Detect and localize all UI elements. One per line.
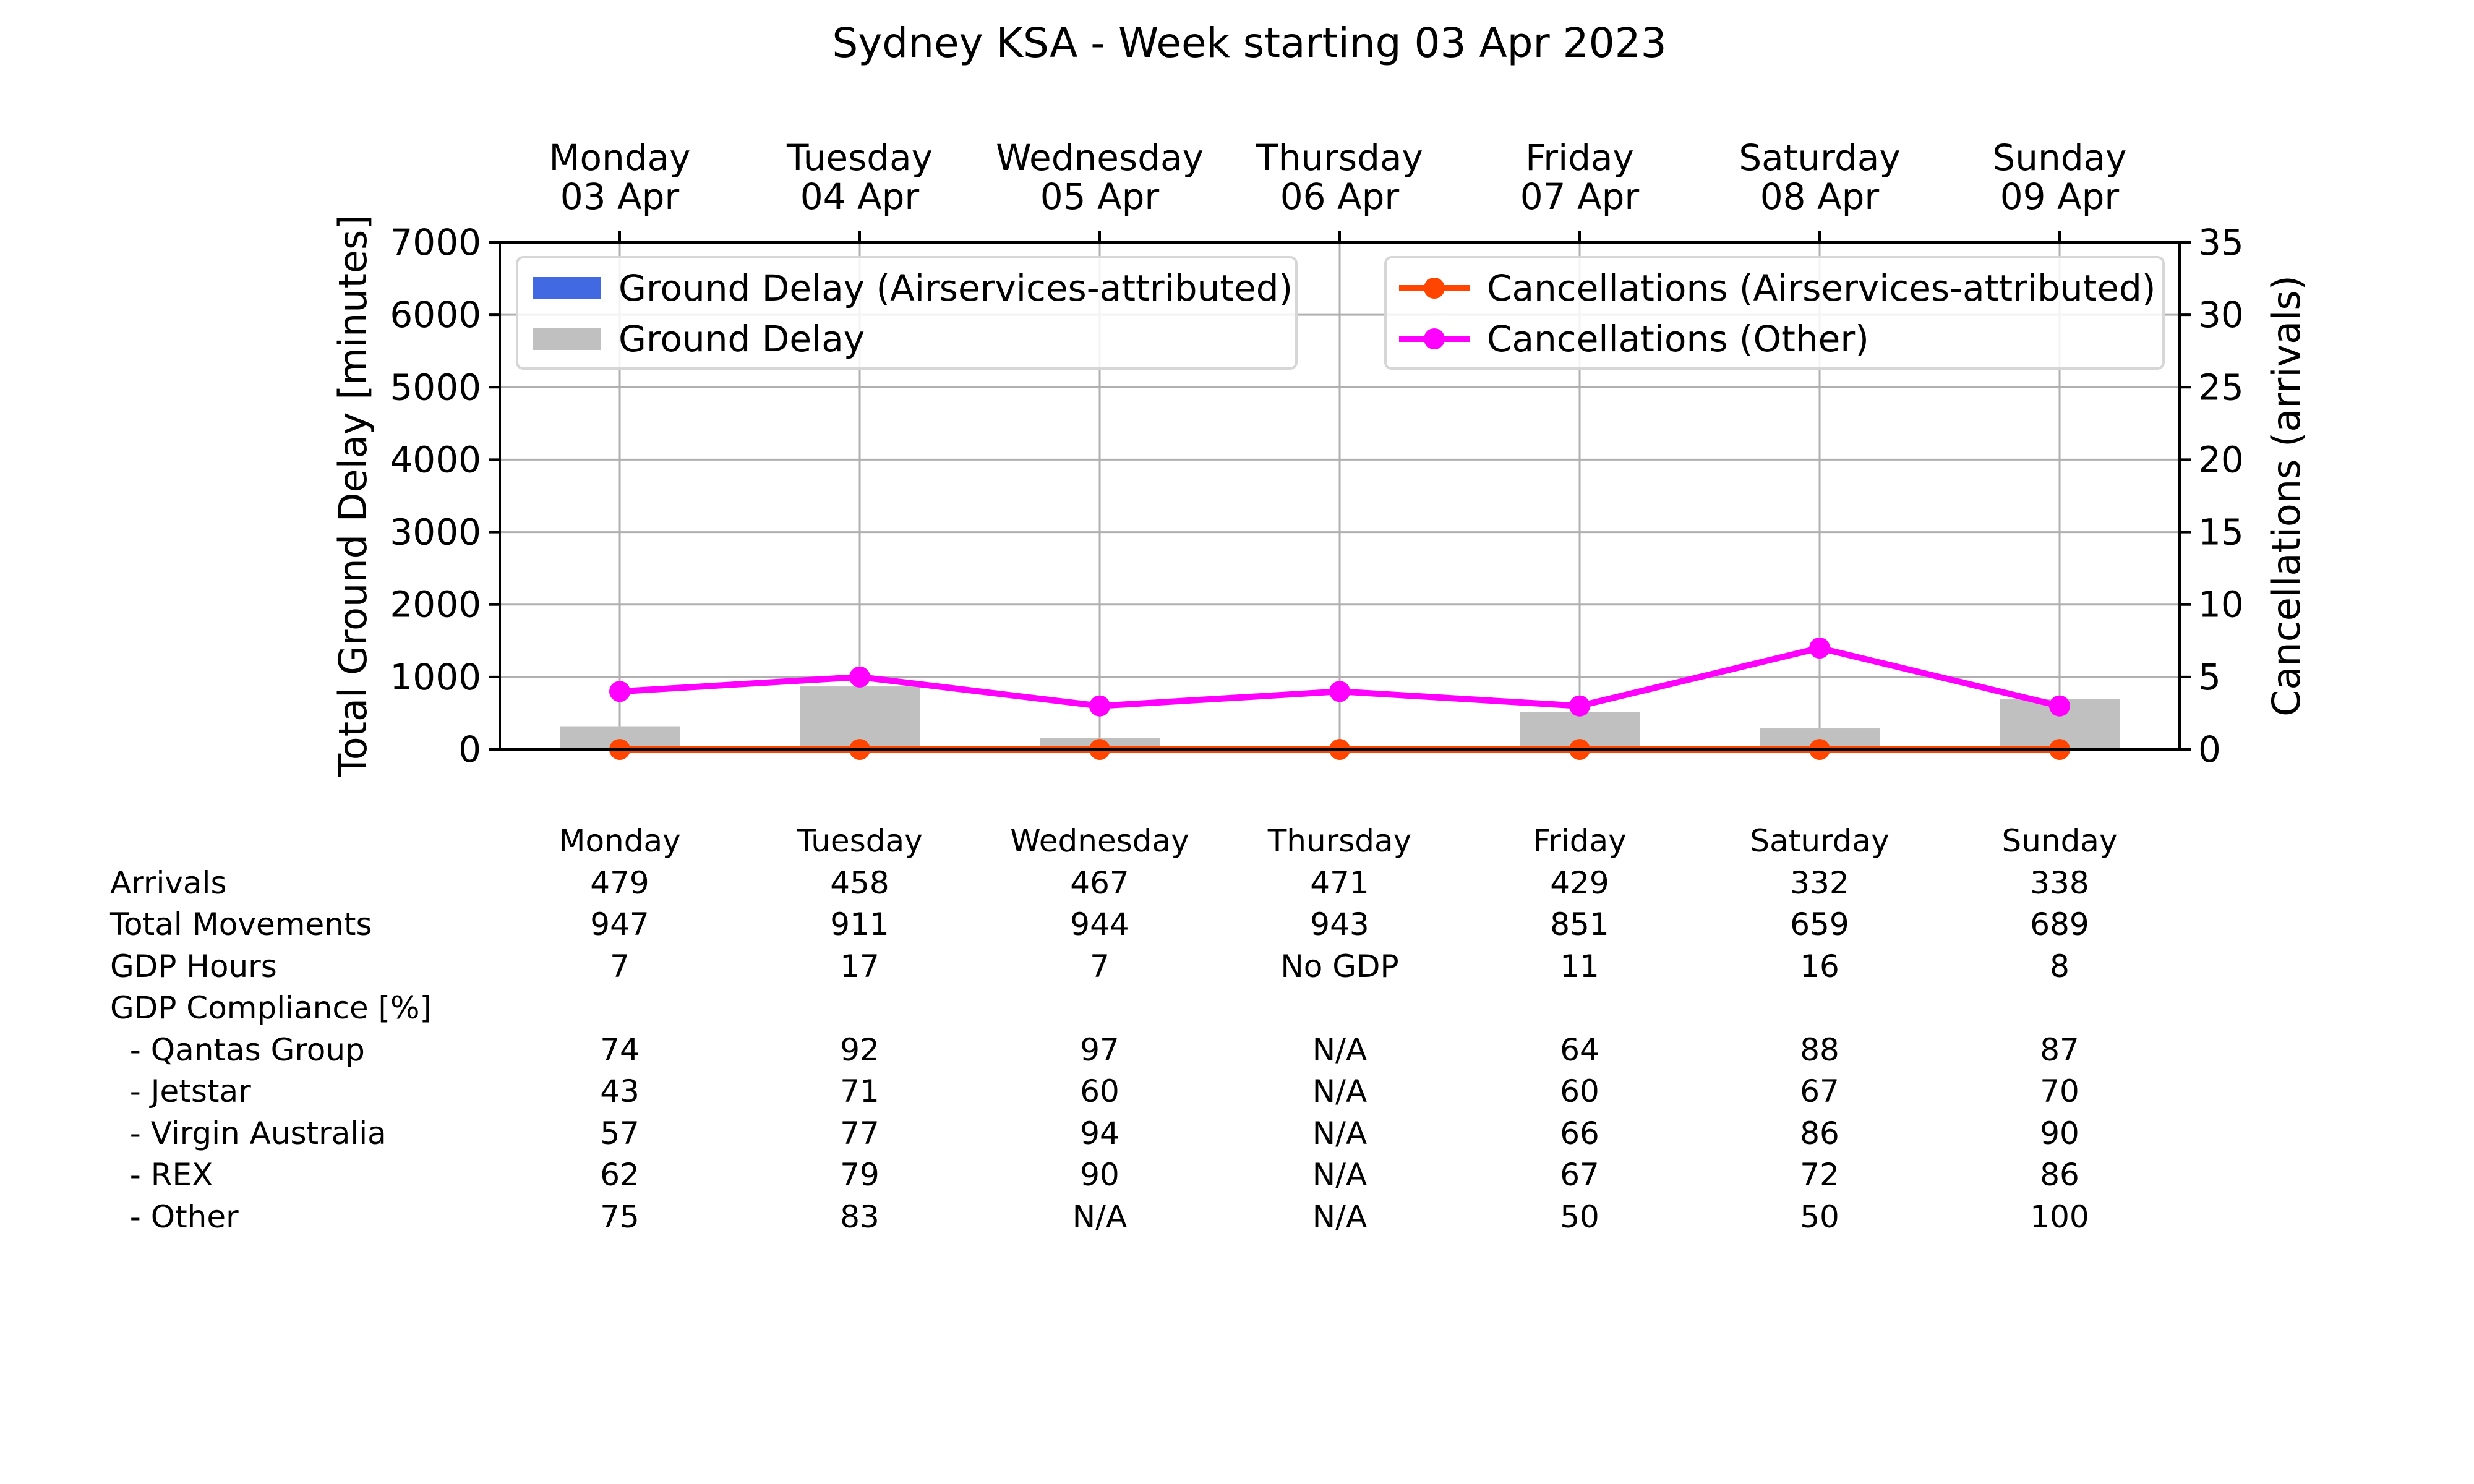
legend-swatch [533,328,601,350]
legend-box [1384,256,2165,370]
xtick-label: Thursday 06 Apr [1256,137,1423,218]
legend-label: Ground Delay [618,318,865,360]
legend-marker [1424,328,1445,349]
ytick-label: 7000 [390,221,481,263]
ytick-label: 2000 [390,584,481,626]
y2tick-label: 0 [2198,728,2221,770]
legend-label: Cancellations (Airservices-attributed) [1487,267,2156,309]
chart-title: Sydney KSA - Week starting 03 Apr 2023 [832,19,1666,67]
xtick-label: Sunday 09 Apr [1992,137,2126,218]
axes: 0 1000 2000 3000 4000 5000 6000 7000 0 5 10 15 20 25 3… [330,137,2309,778]
ytick-label: 4000 [390,438,481,480]
y2tick-label: 30 [2198,294,2244,336]
xtick-label: Wednesday 05 Apr [996,137,1204,218]
legend-ground-delay: Ground Delay (Airservices-attributed) Gro… [516,256,1298,370]
xtick-label: Monday 03 Apr [549,137,691,218]
ytick-label: 5000 [390,366,481,408]
point-0 [609,681,630,702]
point-3 [1329,681,1350,702]
xtick-label: Saturday 08 Apr [1739,137,1900,218]
y2tick-label: 25 [2198,366,2244,408]
legend-swatch [533,277,601,299]
y2tick-label: 20 [2198,438,2244,480]
y2tick-label: 5 [2198,656,2221,698]
point-2 [1089,695,1110,717]
y2tick-label: 35 [2198,221,2244,263]
y2-axis-label: Cancellations (arrivals) [2264,275,2309,717]
ytick-label: 0 [458,728,481,770]
point-5 [1809,638,1830,659]
ytick-label: 6000 [390,294,481,336]
ytick-label: 3000 [390,511,481,553]
xtick-label: Tuesday 04 Apr [786,137,933,218]
legend-label: Ground Delay (Airservices-attributed) [618,267,1293,309]
legend-marker [1424,278,1445,299]
y2tick-label: 15 [2198,511,2244,553]
y-axis-label: Total Ground Delay [minutes] [330,215,375,777]
ytick-label: 1000 [390,656,481,698]
point-4 [1569,695,1590,717]
y2tick-label: 10 [2198,584,2244,626]
point-6 [2049,695,2070,717]
legend-cancellations: Cancellations (Airservices-attributed) Ca… [1384,256,2165,370]
legend-label: Cancellations (Other) [1487,318,1869,360]
point-1 [849,666,870,688]
xtick-label: Friday 07 Apr [1520,137,1640,218]
legend-box [516,256,1298,370]
